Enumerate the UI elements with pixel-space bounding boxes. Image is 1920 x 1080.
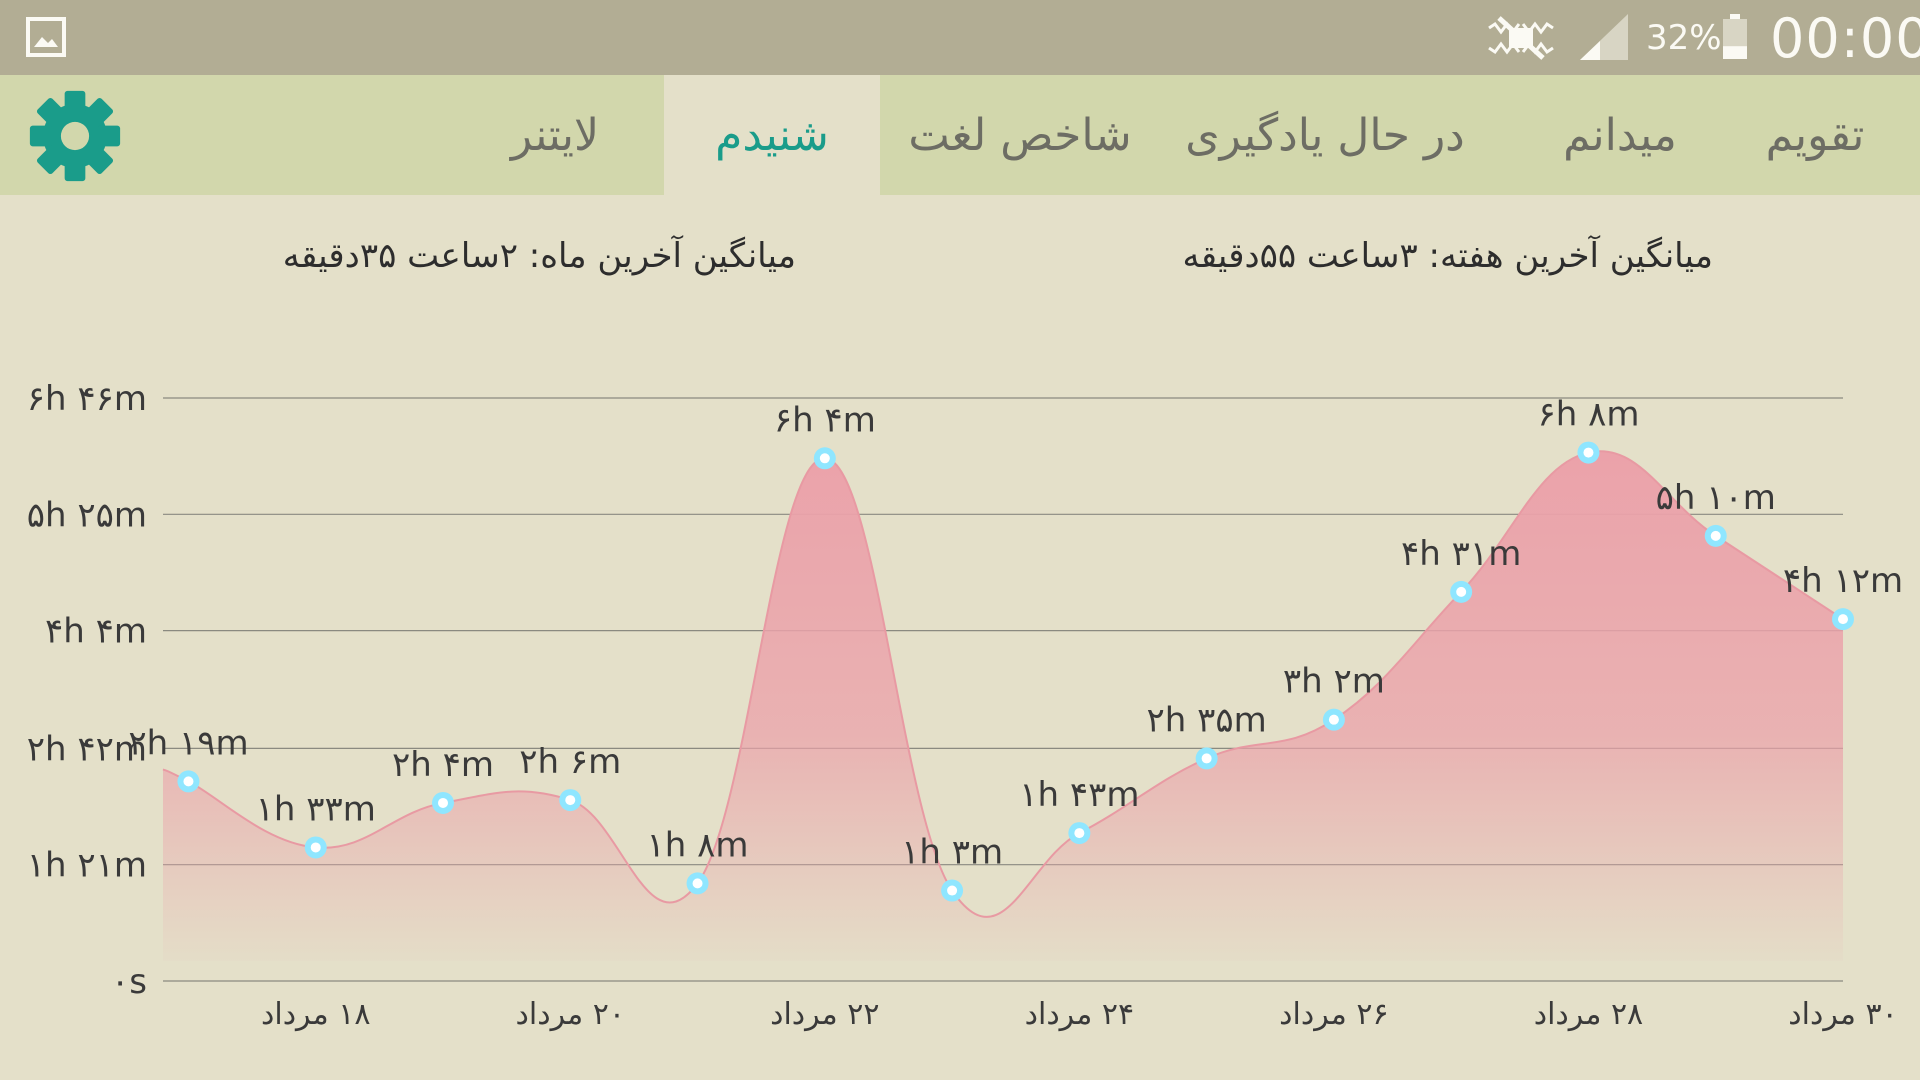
y-tick-label: ۰s — [111, 962, 147, 1002]
data-point-center — [819, 453, 830, 464]
data-label: ۵h ۱۰m — [1656, 478, 1776, 518]
weekly-average: میانگین آخرین هفته: ۳ساعت ۵۵دقیقه — [1182, 236, 1714, 276]
data-point-center — [310, 842, 321, 853]
tab-learning[interactable]: در حال یادگیری — [1185, 109, 1465, 161]
data-point-center — [183, 776, 194, 787]
tab-bar: تقویم میدانم در حال یادگیری شاخص لغت شنی… — [0, 75, 1920, 195]
data-label: ۲h ۴m — [392, 745, 494, 785]
tab-heard[interactable]: شنیدم — [664, 75, 880, 195]
data-point-center — [1201, 753, 1212, 764]
data-point-center — [692, 878, 703, 889]
tab-known[interactable]: میدانم — [1563, 109, 1677, 161]
data-label: ۱h ۳m — [901, 833, 1003, 873]
y-tick-label: ۶h ۴۶m — [27, 379, 147, 419]
data-label: ۴h ۳۱m — [1401, 534, 1521, 574]
y-tick-label: ۱h ۲۱m — [27, 846, 147, 886]
tab-calendar[interactable]: تقویم — [1765, 109, 1865, 161]
x-tick-label: ۲۲ مرداد — [770, 997, 879, 1032]
battery-icon — [1723, 14, 1747, 59]
gear-icon[interactable] — [28, 89, 122, 183]
gallery-icon — [26, 17, 66, 57]
data-point-center — [1456, 586, 1467, 597]
status-bar: 32% 00:00 — [0, 0, 1920, 75]
data-point-center — [1074, 828, 1085, 839]
x-tick-label: ۲۶ مرداد — [1279, 997, 1388, 1032]
data-point-center — [1328, 714, 1339, 725]
mute-icon — [1488, 16, 1554, 60]
data-label: ۲h ۱۹m — [128, 723, 248, 763]
x-tick-label: ۲۸ مرداد — [1534, 997, 1643, 1032]
data-point-center — [947, 885, 958, 896]
battery-percent: 32% — [1646, 18, 1722, 58]
data-label: ۱h ۴۳m — [1019, 775, 1139, 815]
data-label: ۱h ۸m — [647, 825, 749, 865]
data-label: ۶h ۸m — [1537, 395, 1639, 435]
data-point-center — [565, 795, 576, 806]
data-label: ۴h ۱۲m — [1783, 561, 1903, 601]
x-tick-label: ۳۰ مرداد — [1788, 997, 1897, 1032]
x-tick-label: ۲۰ مرداد — [516, 997, 625, 1032]
data-point-center — [1583, 447, 1594, 458]
signal-icon — [1580, 14, 1628, 60]
data-label: ۶h ۴m — [774, 400, 876, 440]
y-tick-label: ۴h ۴m — [45, 612, 147, 652]
x-tick-label: ۲۴ مرداد — [1025, 997, 1134, 1032]
monthly-average: میانگین آخرین ماه: ۲ساعت ۳۵دقیقه — [282, 236, 796, 276]
tab-leitner[interactable]: لایتنر — [510, 109, 600, 161]
clock: 00:00 — [1770, 7, 1920, 70]
y-tick-label: ۲h ۴۲m — [27, 729, 147, 769]
data-point-center — [438, 797, 448, 808]
data-label: ۲h ۳۵m — [1147, 700, 1267, 740]
y-tick-label: ۵h ۲۵m — [27, 495, 147, 535]
tab-word-index[interactable]: شاخص لغت — [908, 109, 1132, 161]
data-point-center — [1710, 530, 1721, 541]
data-point-center — [1838, 614, 1848, 625]
x-tick-label: ۱۸ مرداد — [261, 997, 370, 1032]
data-label: ۱h ۳۳m — [256, 789, 376, 829]
data-label: ۲h ۶m — [519, 742, 621, 782]
area-fill — [163, 451, 1843, 961]
data-label: ۳h ۲m — [1283, 662, 1385, 702]
